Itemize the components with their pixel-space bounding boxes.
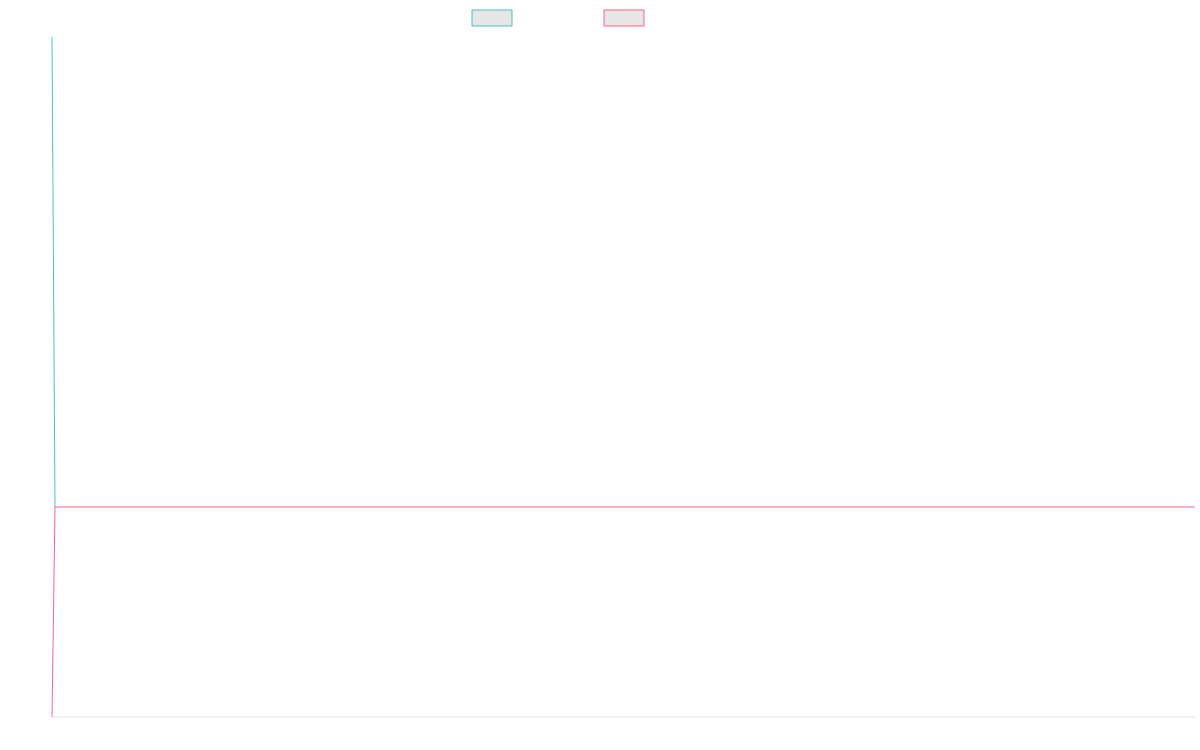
legend-swatch-2[interactable] — [603, 9, 645, 27]
series-line-1[interactable] — [51, 36, 1195, 508]
series-layer — [51, 36, 1195, 718]
series-line-2[interactable] — [51, 506, 1195, 718]
legend — [471, 9, 645, 27]
plot-area — [51, 36, 1195, 718]
legend-swatch-1[interactable] — [471, 9, 513, 27]
